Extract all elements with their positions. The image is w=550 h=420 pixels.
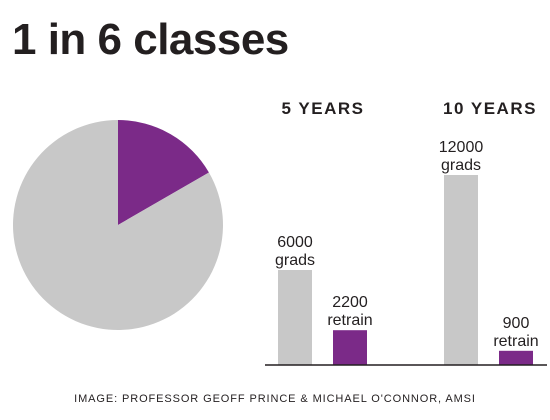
pie-chart xyxy=(12,120,223,330)
bar-unit-label: grads xyxy=(275,252,315,269)
bar-value-label: 2200 xyxy=(332,294,368,311)
image-credit: IMAGE: PROFESSOR GEOFF PRINCE & MICHAEL … xyxy=(74,393,476,405)
bar-unit-label: retrain xyxy=(493,333,538,350)
bar xyxy=(333,330,367,365)
bar-value-label: 900 xyxy=(503,315,530,332)
bar xyxy=(278,270,312,365)
pie-slice-highlight xyxy=(118,120,209,225)
bar-unit-label: grads xyxy=(441,157,481,174)
group-header: 5 YEARS xyxy=(282,99,365,118)
bar-value-label: 12000 xyxy=(439,139,484,156)
chart-title: 1 in 6 classes xyxy=(12,15,289,64)
bar xyxy=(444,175,478,365)
group-header: 10 YEARS xyxy=(443,99,537,118)
pie-slice-remainder xyxy=(12,120,223,330)
bar-value-label: 6000 xyxy=(277,234,313,251)
bar xyxy=(499,350,533,366)
bar-unit-label: retrain xyxy=(327,312,372,329)
